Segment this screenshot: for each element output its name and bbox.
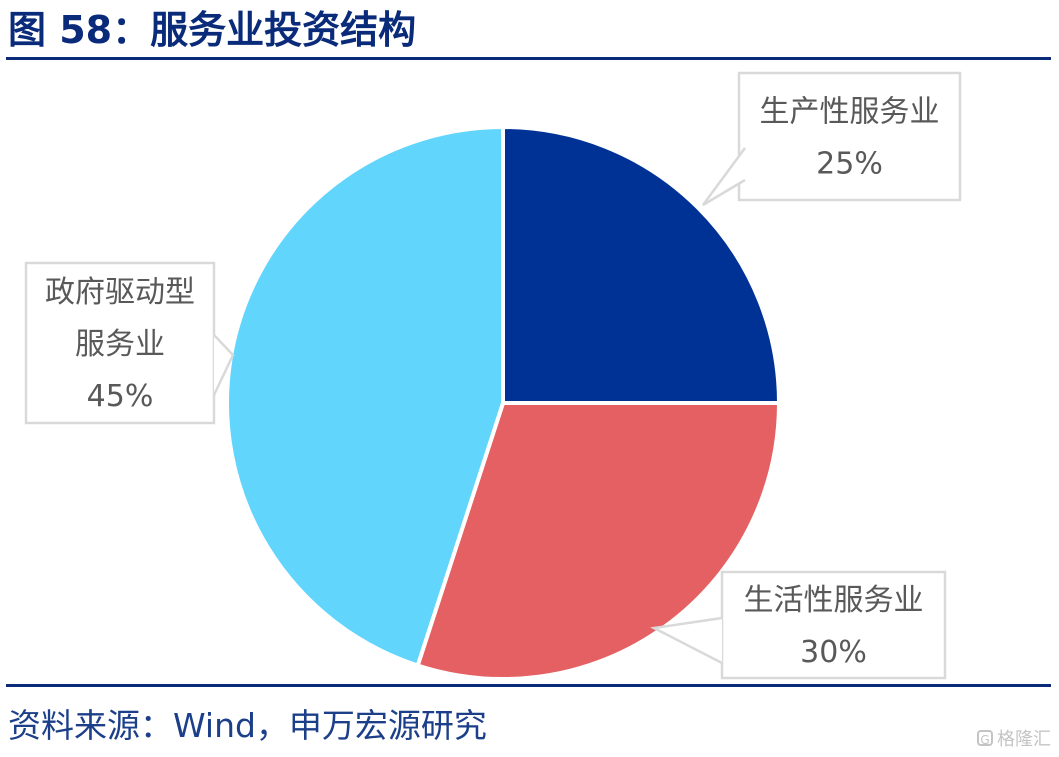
slices-layer bbox=[225, 125, 781, 681]
source-divider bbox=[6, 684, 1051, 687]
slice-productive-services bbox=[501, 125, 781, 405]
slice-category-label: 生产性服务业 bbox=[760, 95, 940, 130]
callout-box bbox=[737, 71, 962, 202]
callout-pointer bbox=[212, 334, 235, 396]
callout-consumer-services: 生活性服务业 30% bbox=[649, 570, 947, 680]
slice-category-label: 政府驱动型 bbox=[45, 275, 195, 310]
callout-pointer bbox=[649, 616, 723, 665]
watermark-text: 格隆汇 bbox=[997, 729, 1051, 750]
callout-pointer bbox=[701, 147, 747, 207]
source-note: 资料来源：Wind，申万宏源研究 bbox=[8, 706, 487, 745]
callout-productive-services: 生产性服务业 25% bbox=[701, 71, 962, 207]
callout-box bbox=[24, 261, 216, 425]
slice-category-label: 服务业 bbox=[75, 327, 165, 362]
watermark: G 格隆汇 bbox=[977, 725, 1051, 751]
slice-category-label: 生活性服务业 bbox=[744, 583, 924, 618]
g-logo-icon: G bbox=[977, 730, 993, 747]
title-divider bbox=[6, 57, 1051, 60]
figure-title: 图 58：服务业投资结构 bbox=[8, 8, 417, 52]
slice-percent-label: 45% bbox=[87, 379, 154, 414]
slice-percent-label: 25% bbox=[816, 147, 883, 182]
slice-percent-label: 30% bbox=[800, 635, 867, 670]
